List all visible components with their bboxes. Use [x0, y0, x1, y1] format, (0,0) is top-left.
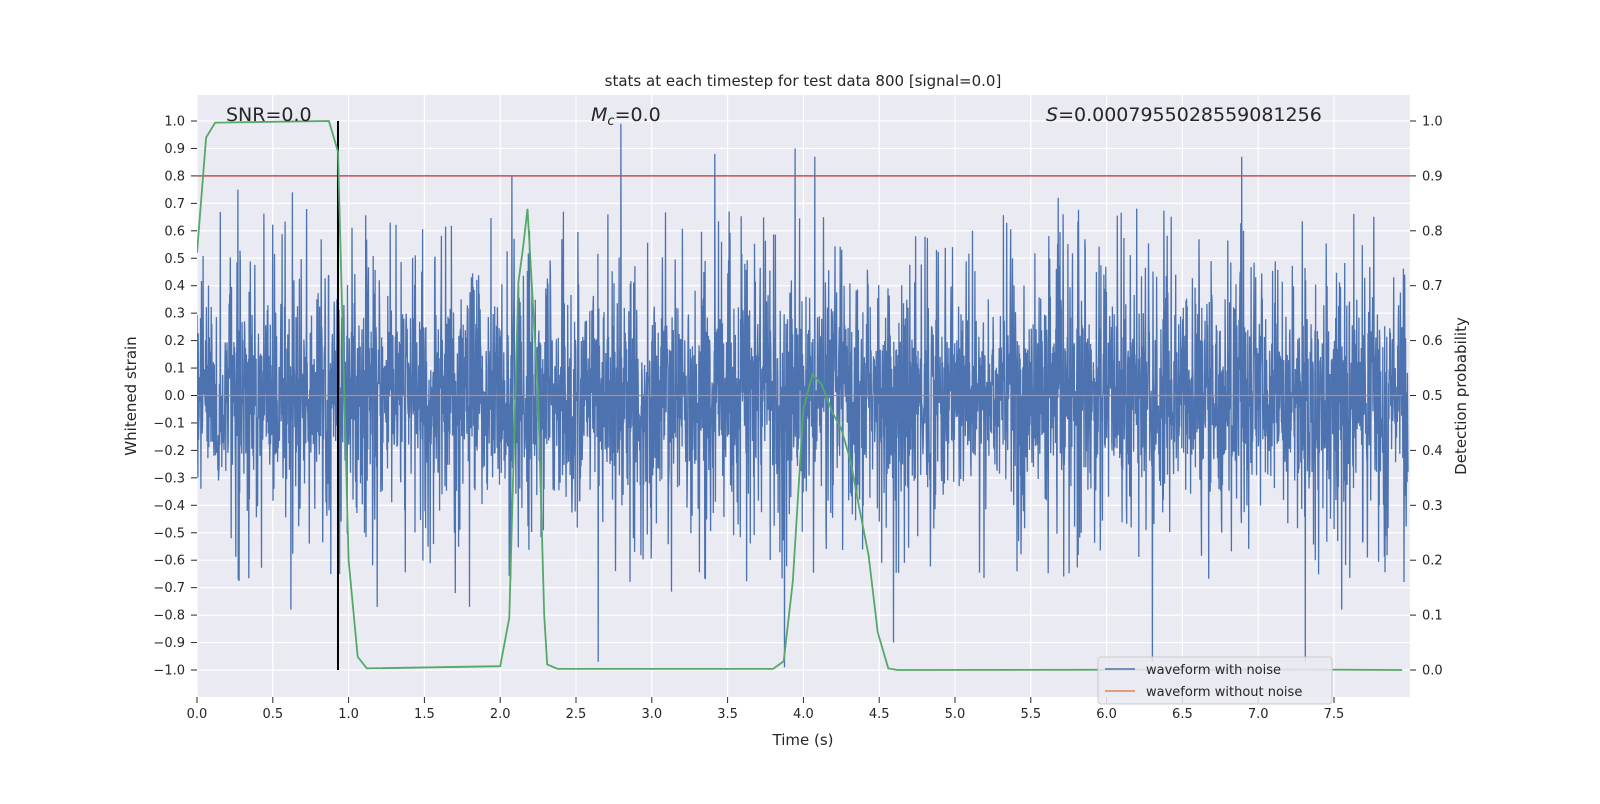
x-tick-label: 1.5	[414, 707, 435, 722]
legend: waveform with noise waveform without noi…	[1098, 657, 1332, 704]
x-tick-label: 6.5	[1172, 707, 1193, 722]
y-right-tick-label: 0.1	[1422, 609, 1443, 624]
x-tick-label: 7.0	[1248, 707, 1269, 722]
chirp-mass-annotation: Mc=0.0	[591, 104, 661, 129]
y-tick-label: 0.2	[164, 334, 185, 349]
x-tick-label: 1.0	[338, 707, 359, 722]
chart-title: stats at each timestep for test data 800…	[605, 72, 1002, 90]
y-tick-label: 1.0	[164, 115, 185, 130]
y-tick-label: 0.5	[164, 252, 185, 267]
x-tick-label: 0.5	[262, 707, 283, 722]
y-right-tick-label: 0.9	[1422, 169, 1443, 184]
y-right-tick-label: 0.5	[1422, 389, 1443, 404]
x-axis-label: Time (s)	[772, 731, 834, 749]
x-tick-label: 2.0	[490, 707, 511, 722]
y-tick-label: 0.6	[164, 224, 185, 239]
y-tick-label: −0.6	[153, 554, 185, 569]
y-right-axis-ticks: 1.0 0.9 0.8 0.7 0.6 0.5 0.4 0.3 0.2 0.1 0.0	[1410, 115, 1443, 679]
mc-subscript: c	[607, 114, 614, 129]
y-tick-label: −0.4	[153, 499, 185, 514]
y-tick-label: 0.1	[164, 362, 185, 377]
y-right-tick-label: 0.2	[1422, 554, 1443, 569]
y-axis-ticks: 1.0 0.9 0.8 0.7 0.6 0.5 0.4 0.3 0.2 0.1 0.0 −0.1 −0.…	[153, 115, 197, 679]
legend-label-noise: waveform with noise	[1146, 663, 1281, 678]
x-tick-label: 4.0	[793, 707, 814, 722]
mc-value: =0.0	[615, 104, 661, 126]
chart: 0.0 0.5 1.0 1.5 2.0 2.5 3.0 3.5 4.0 4.5 5.0 5.5 6.0 6…	[0, 0, 1600, 800]
x-tick-label: 6.0	[1096, 707, 1117, 722]
y-right-tick-label: 0.7	[1422, 279, 1443, 294]
y-right-tick-label: 0.0	[1422, 664, 1443, 679]
y-tick-label: −0.2	[153, 444, 185, 459]
x-tick-label: 4.5	[869, 707, 890, 722]
y-right-tick-label: 0.6	[1422, 334, 1443, 349]
y-tick-label: −1.0	[153, 664, 185, 679]
x-tick-label: 5.0	[945, 707, 966, 722]
y-tick-label: 0.8	[164, 169, 185, 184]
score-annotation: S=0.0007955028559081256	[1046, 104, 1322, 126]
y-axis-label: Whitened strain	[122, 336, 140, 455]
y-tick-label: 0.7	[164, 197, 185, 212]
x-tick-label: 3.0	[641, 707, 662, 722]
y-tick-label: 0.9	[164, 142, 185, 157]
y-right-tick-label: 0.8	[1422, 224, 1443, 239]
y-right-axis-label: Detection probability	[1452, 317, 1470, 475]
y-tick-label: −0.7	[153, 581, 185, 596]
y-tick-label: −0.1	[153, 416, 185, 431]
y-tick-label: 0.0	[164, 389, 185, 404]
y-right-tick-label: 1.0	[1422, 115, 1443, 130]
s-symbol: S	[1046, 104, 1058, 126]
y-tick-label: −0.8	[153, 609, 185, 624]
x-tick-label: 0.0	[187, 707, 208, 722]
x-tick-label: 2.5	[566, 707, 587, 722]
y-right-tick-label: 0.4	[1422, 444, 1443, 459]
legend-label-clean: waveform without noise	[1146, 685, 1302, 700]
x-tick-label: 3.5	[717, 707, 738, 722]
y-tick-label: −0.9	[153, 636, 185, 651]
y-tick-label: −0.3	[153, 471, 185, 486]
y-right-tick-label: 0.3	[1422, 499, 1443, 514]
mc-symbol: M	[591, 104, 607, 126]
y-tick-label: 0.4	[164, 279, 185, 294]
y-tick-label: −0.5	[153, 526, 185, 541]
x-tick-label: 5.5	[1020, 707, 1041, 722]
s-value: =0.0007955028559081256	[1058, 104, 1322, 126]
x-tick-label: 7.5	[1324, 707, 1345, 722]
snr-annotation: SNR=0.0	[226, 104, 312, 126]
y-tick-label: 0.3	[164, 307, 185, 322]
